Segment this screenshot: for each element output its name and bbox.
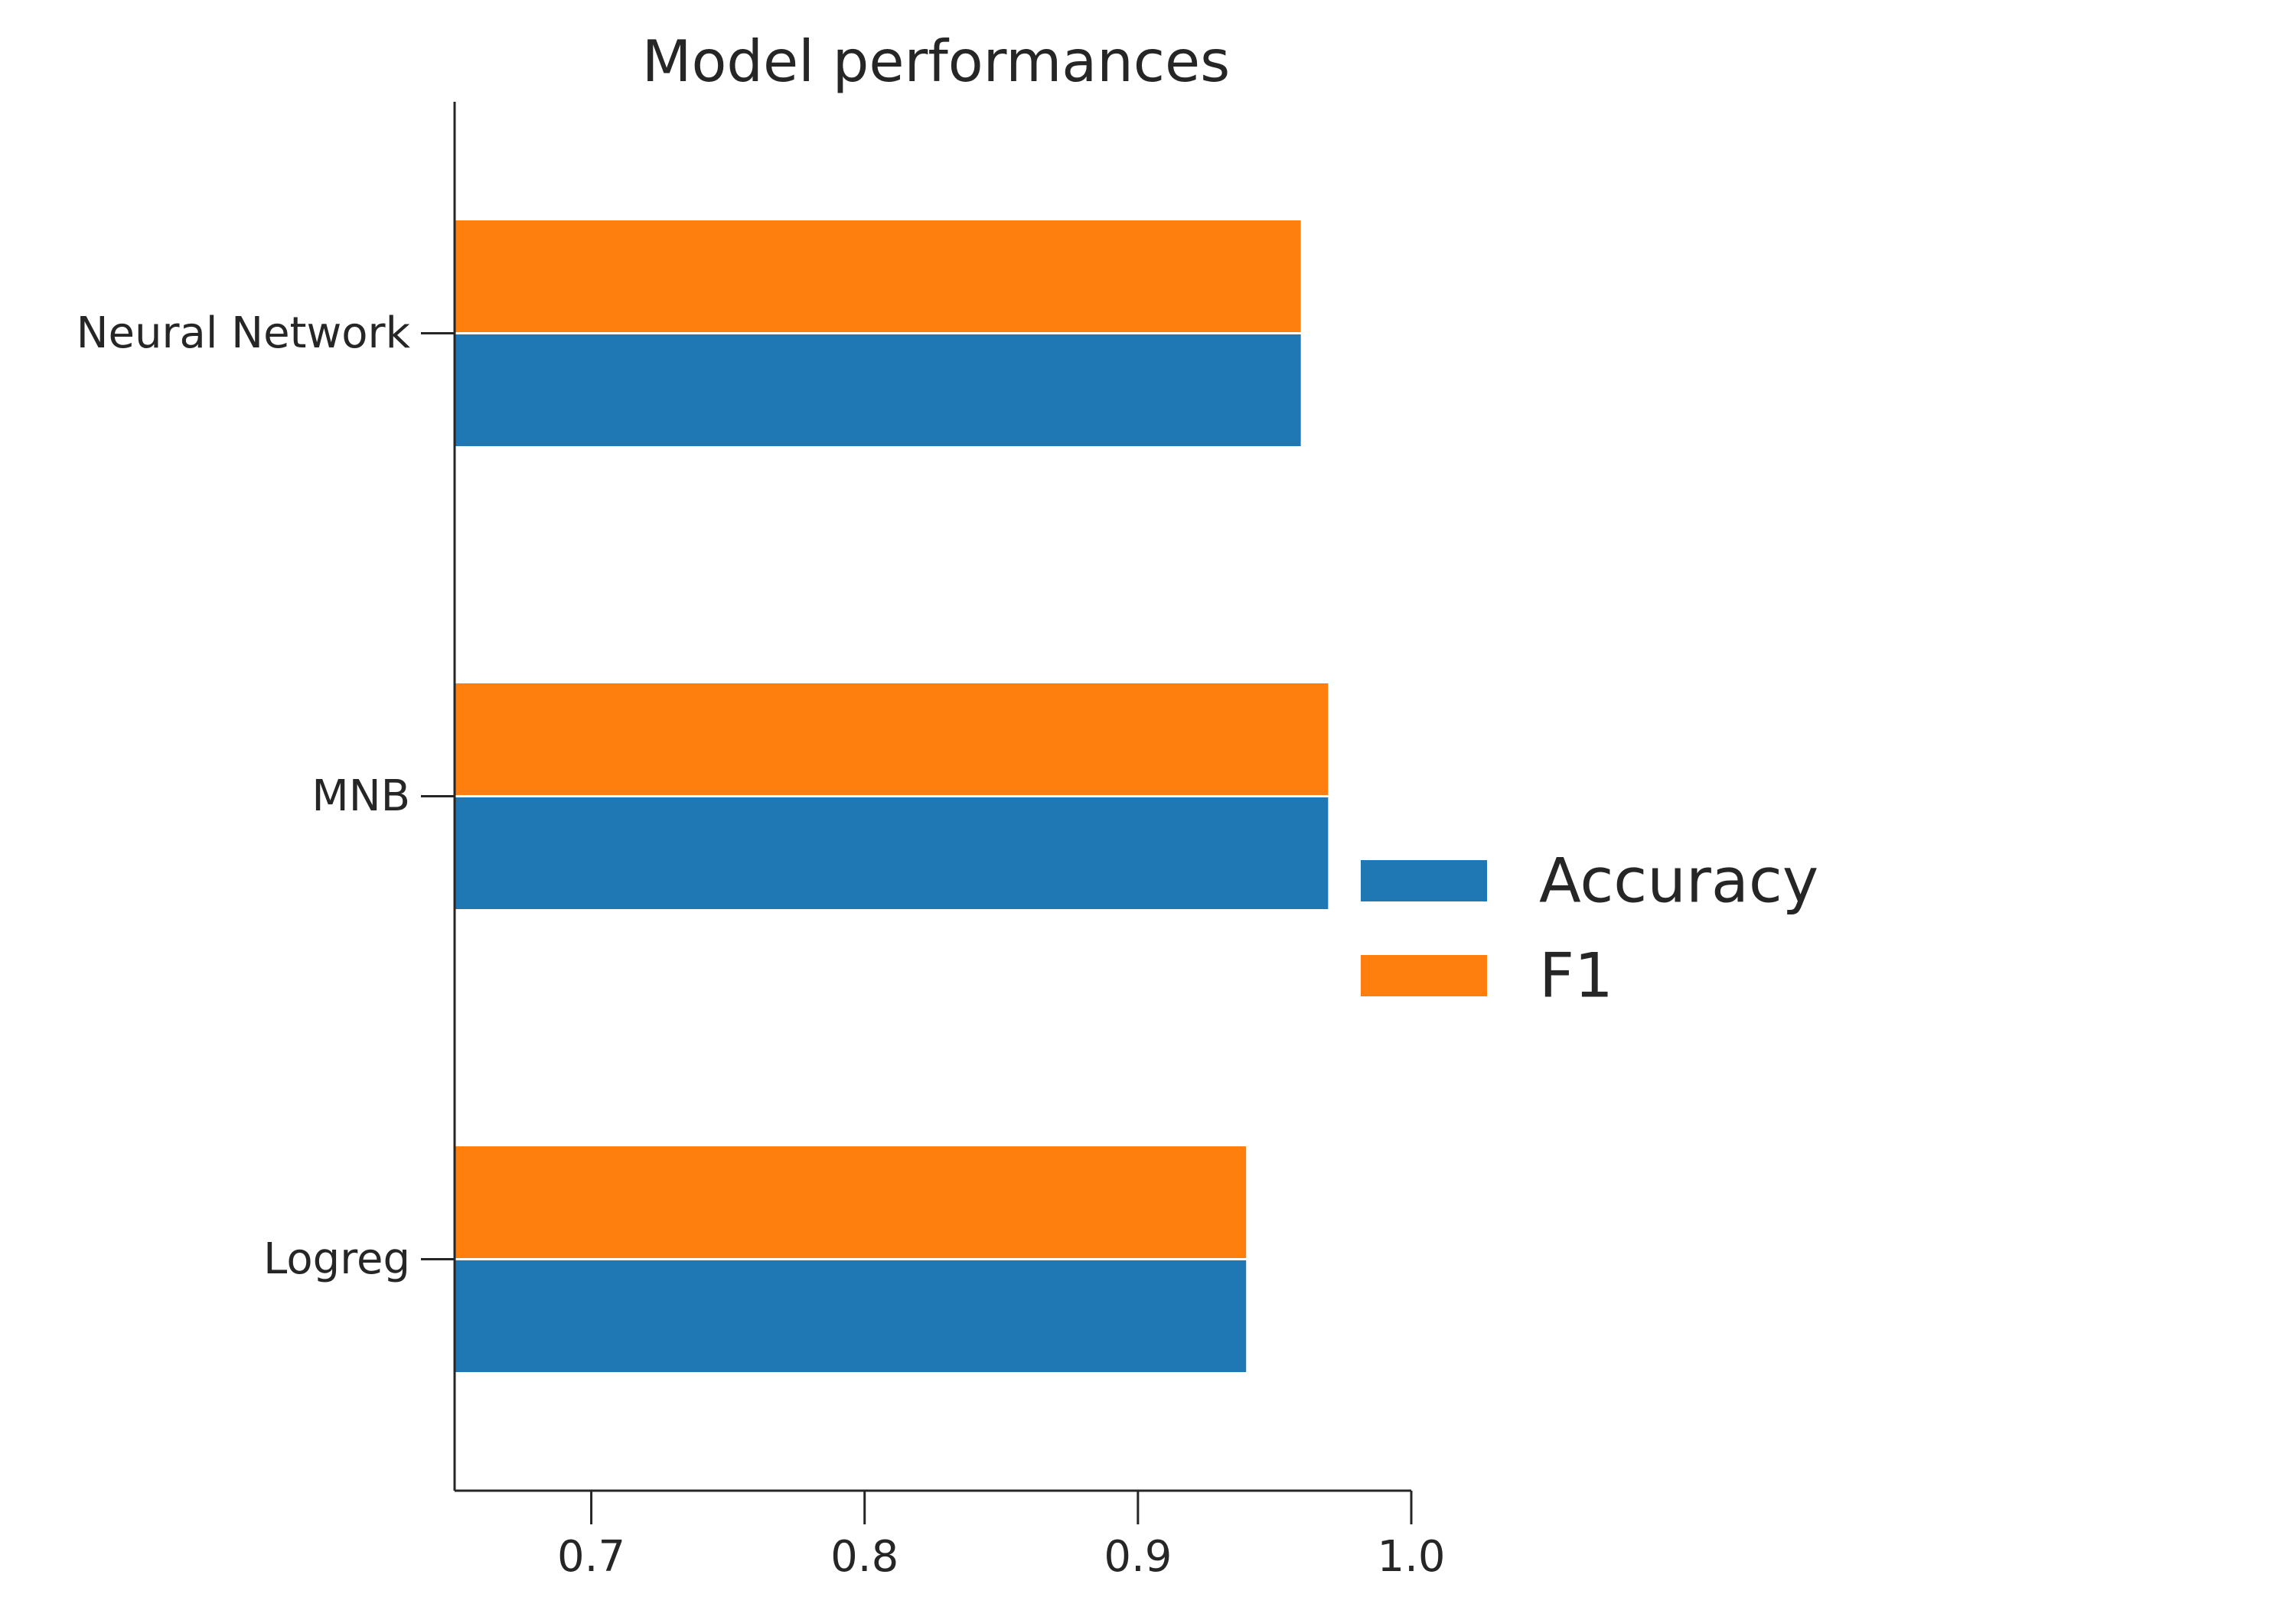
bar-f1-logreg xyxy=(453,1144,1249,1260)
x-tick-label-1-0: 1.0 xyxy=(1377,1532,1445,1582)
y-tick-label-neural-network: Neural Network xyxy=(77,308,411,358)
bar-accuracy-neural-network xyxy=(453,332,1303,448)
y-tick-label-mnb: MNB xyxy=(311,771,410,821)
legend-swatch-f1 xyxy=(1361,955,1487,996)
bar-accuracy-mnb xyxy=(453,795,1331,911)
bars-group xyxy=(453,218,1331,1374)
y-tick-label-logreg: Logreg xyxy=(263,1234,410,1284)
x-tick-label-0-8: 0.8 xyxy=(830,1532,899,1582)
bar-accuracy-logreg xyxy=(453,1258,1249,1374)
axes-group: Logreg MNB Neural Network 0.7 0.8 0.9 1.0 xyxy=(77,102,1446,1582)
x-tick-label-0-7: 0.7 xyxy=(557,1532,625,1582)
legend-swatch-accuracy xyxy=(1361,860,1487,901)
chart-title: Model performances xyxy=(642,28,1230,95)
bar-f1-neural-network xyxy=(453,218,1303,334)
legend-label-f1: F1 xyxy=(1539,940,1613,1012)
x-tick-label-0-9: 0.9 xyxy=(1104,1532,1172,1582)
legend: Accuracy F1 xyxy=(1361,846,1818,1012)
bar-f1-mnb xyxy=(453,681,1331,797)
legend-label-accuracy: Accuracy xyxy=(1539,846,1818,917)
